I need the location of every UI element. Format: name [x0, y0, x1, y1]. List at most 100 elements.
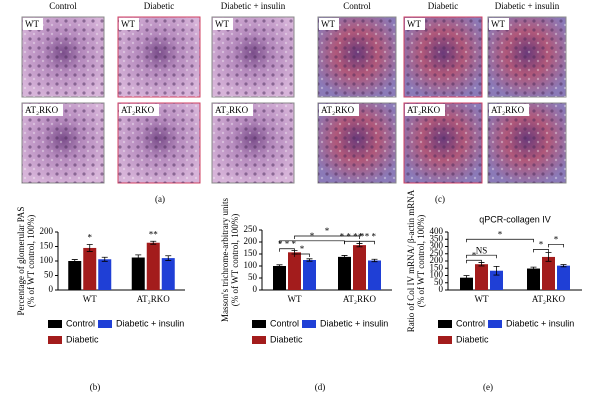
y-axis-label: (% of WT control, 100%): [416, 215, 426, 307]
y-axis-label: (% of WT control, 100%): [230, 214, 240, 306]
bar: [475, 264, 488, 290]
significance-bracket: [294, 253, 310, 257]
significance: **: [149, 229, 159, 239]
row-label-box: [119, 18, 139, 30]
y-tick-label: 100: [430, 270, 444, 280]
micrograph-texture: [118, 103, 200, 183]
legend-label: Control: [456, 318, 485, 328]
y-tick-label: 400: [430, 226, 444, 236]
column-header: Diabetic + insulin: [495, 1, 560, 11]
row-label-box: [319, 104, 359, 116]
error-bar: [135, 254, 142, 261]
x-tick-label: AT₂RKO: [343, 294, 377, 304]
y-tick-label: 50: [248, 272, 258, 282]
row-label: WT: [215, 19, 229, 29]
panel-label: (b): [90, 382, 101, 392]
micrograph-texture: [318, 17, 396, 97]
row-label: WT: [407, 19, 421, 29]
y-axis-label: Masson's trichrome-arbitrary units: [220, 197, 230, 322]
significance: * * *: [358, 231, 377, 241]
y-tick-label: 200: [430, 255, 444, 265]
error-bar: [560, 264, 567, 268]
error-bar: [86, 244, 93, 252]
row-label: WT: [321, 19, 335, 29]
row-label-box: [119, 104, 159, 116]
significance-bracket: [279, 248, 295, 252]
x-tick-label: AT₂RKO: [532, 294, 566, 304]
bar: [161, 258, 175, 290]
y-tick-label: 0: [253, 284, 258, 294]
y-tick-label: 200: [40, 226, 54, 236]
y-tick-label: 100: [40, 255, 54, 265]
legend-label: Diabetic + insulin: [116, 318, 184, 328]
bar: [353, 245, 366, 290]
legend-swatch: [252, 336, 266, 344]
error-bar: [371, 258, 378, 263]
legend-swatch: [48, 336, 62, 344]
legend-label: Diabetic + insulin: [506, 318, 574, 328]
micrograph-texture: [404, 103, 482, 183]
significance: *: [539, 239, 544, 249]
chart-title: qPCR-collagen IV: [479, 214, 551, 224]
micrograph-texture: [404, 17, 482, 97]
legend-swatch: [48, 320, 62, 328]
significance-bracket: [548, 243, 564, 248]
bar: [542, 256, 555, 290]
column-header: Control: [49, 1, 77, 11]
y-tick-label: 150: [40, 241, 54, 251]
bar: [460, 277, 473, 290]
bar: [68, 261, 82, 290]
row-label: AT₂RKO: [121, 105, 155, 115]
y-axis-label: Ratio of Col IV mRNA/ β-actin mRNA: [406, 189, 416, 332]
x-tick-label: AT₂RKO: [137, 294, 171, 304]
significance: * * *: [278, 239, 297, 249]
micrograph-texture: [212, 17, 294, 97]
y-tick-label: 350: [430, 233, 444, 243]
significance: *: [325, 226, 330, 236]
panel-label: (c): [435, 194, 445, 204]
y-tick-label: 150: [244, 248, 258, 258]
row-label: WT: [25, 19, 39, 29]
bar: [338, 256, 351, 290]
error-bar: [530, 266, 537, 271]
error-bar: [341, 255, 348, 259]
row-label-box: [23, 104, 63, 116]
y-tick-label: 200: [244, 236, 258, 246]
micrograph-texture: [118, 17, 200, 97]
y-tick-label: 250: [430, 248, 444, 258]
bar: [527, 268, 540, 290]
micrograph-texture: [22, 103, 104, 183]
significance: *: [88, 233, 93, 243]
y-tick-label: 250: [244, 224, 258, 234]
legend-swatch: [98, 320, 112, 328]
row-label-box: [489, 18, 509, 30]
y-tick-label: 50: [44, 270, 54, 280]
error-bar: [276, 264, 283, 268]
bar: [490, 270, 503, 290]
legend-label: Diabetic: [270, 334, 303, 344]
micrograph-texture: [488, 103, 566, 183]
column-header: Diabetic + insulin: [221, 1, 286, 11]
row-label-box: [23, 18, 43, 30]
error-bar: [165, 255, 172, 261]
row-label-box: [213, 18, 233, 30]
error-bar: [71, 259, 78, 263]
row-label-box: [489, 104, 529, 116]
legend-swatch: [252, 320, 266, 328]
micrograph-texture: [318, 103, 396, 183]
row-label-box: [319, 18, 339, 30]
column-header: Control: [343, 1, 371, 11]
bar: [288, 252, 301, 290]
micrograph-texture: [488, 17, 566, 97]
y-tick-label: 300: [430, 241, 444, 251]
significance: NS: [476, 245, 488, 255]
y-tick-label: 150: [430, 262, 444, 272]
row-label: AT₂RKO: [215, 105, 249, 115]
micrograph-texture: [212, 103, 294, 183]
row-label: WT: [121, 19, 135, 29]
significance: * * * *: [340, 231, 365, 241]
bar: [368, 260, 381, 290]
row-label: AT₂RKO: [25, 105, 59, 115]
y-axis-label: (% of WT control, 100%): [26, 215, 36, 307]
